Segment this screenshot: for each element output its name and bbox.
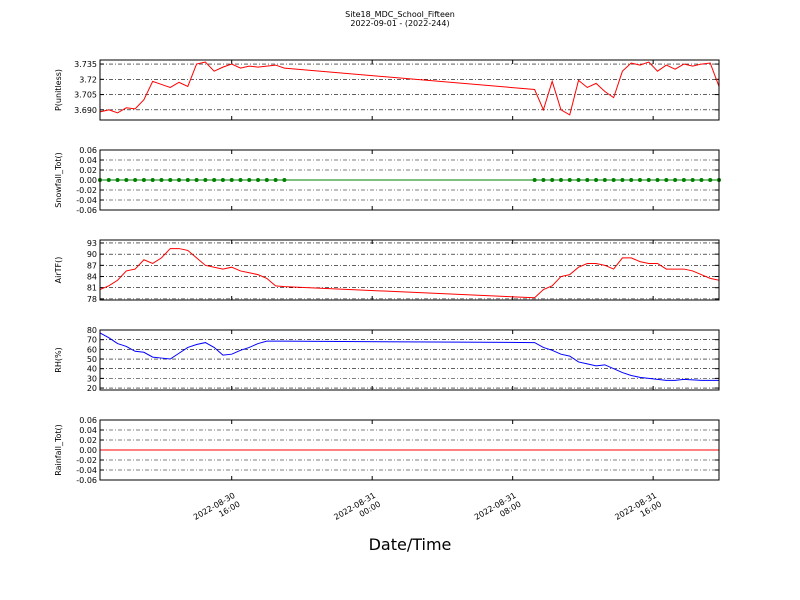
data-point [141, 178, 146, 182]
data-point [168, 178, 173, 182]
x-tick-label: 2022-08-3016:00 [192, 491, 242, 531]
data-point [611, 178, 616, 182]
data-point [150, 178, 155, 182]
y-axis-label: Snowfall_Tot() [54, 152, 63, 208]
data-point [637, 178, 642, 182]
y-tick-label: 93 [87, 239, 97, 248]
y-tick-label: 3.735 [74, 60, 97, 69]
y-tick-label: -0.06 [76, 206, 97, 215]
data-point [681, 178, 686, 182]
y-tick-label: 3.72 [79, 75, 97, 84]
data-point [541, 178, 546, 182]
y-tick-label: -0.04 [76, 466, 97, 475]
data-line [99, 248, 720, 299]
y-tick-label: 0.04 [79, 156, 97, 165]
data-point [567, 178, 572, 182]
y-tick-label: -0.06 [76, 476, 97, 485]
data-point [646, 178, 651, 182]
y-tick-label: 84 [87, 273, 97, 282]
data-point [273, 178, 278, 182]
y-tick-label: 81 [87, 284, 97, 293]
data-point [264, 178, 269, 182]
y-tick-label: 0.04 [79, 426, 97, 435]
data-line [99, 61, 720, 116]
data-point [576, 178, 581, 182]
data-point [602, 178, 607, 182]
data-point [203, 178, 208, 182]
plot-frame [99, 149, 720, 211]
data-point [177, 178, 182, 182]
data-line [99, 332, 719, 381]
x-axis-label: Date/Time [369, 535, 452, 554]
data-point [673, 178, 678, 182]
data-point [708, 178, 713, 182]
y-tick-label: 20 [87, 384, 97, 393]
data-point [238, 178, 243, 182]
y-tick-label: 70 [87, 336, 97, 345]
x-tick-label: 2022-08-3116:00 [613, 491, 663, 531]
y-tick-label: 0.02 [79, 436, 97, 445]
data-point [229, 178, 234, 182]
y-tick-label: 87 [87, 261, 97, 270]
data-point [220, 178, 225, 182]
chart-title: Site18_MDC_School_Fifteen [345, 10, 455, 19]
plot-frame [99, 239, 720, 301]
y-tick-label: 0.02 [79, 166, 97, 175]
data-point [282, 178, 287, 182]
y-tick-label: -0.04 [76, 196, 97, 205]
data-point [256, 178, 261, 182]
y-tick-label: 78 [87, 295, 97, 304]
y-tick-label: 0.00 [79, 176, 97, 185]
data-point [655, 178, 660, 182]
plot-frame [99, 329, 720, 391]
y-tick-label: 80 [87, 326, 97, 335]
y-tick-label: 3.690 [74, 106, 97, 115]
data-point [558, 178, 563, 182]
data-point [124, 178, 129, 182]
y-tick-label: 0.06 [79, 416, 97, 425]
y-axis-label: P(unitless) [54, 69, 63, 111]
data-point [159, 178, 164, 182]
data-point [185, 178, 190, 182]
data-point [106, 178, 111, 182]
chart-subtitle: 2022-09-01 - (2022-244) [350, 19, 449, 28]
data-point [594, 178, 599, 182]
y-tick-label: 60 [87, 345, 97, 354]
y-tick-label: 0.00 [79, 446, 97, 455]
data-point [532, 178, 537, 182]
data-point [699, 178, 704, 182]
y-axis-label: AirTF() [54, 257, 63, 284]
data-point [664, 178, 669, 182]
data-point [690, 178, 695, 182]
x-tick-label: 2022-08-3108:00 [473, 491, 523, 531]
data-point [585, 178, 590, 182]
data-point [620, 178, 625, 182]
y-tick-label: 30 [87, 374, 97, 383]
data-point [115, 178, 120, 182]
plot-frame [99, 59, 720, 121]
data-point [550, 178, 555, 182]
data-point [133, 178, 138, 182]
x-tick-label: 2022-08-3100:00 [332, 491, 382, 531]
y-tick-label: -0.02 [76, 186, 97, 195]
data-point [629, 178, 634, 182]
data-point [212, 178, 217, 182]
y-tick-label: 40 [87, 365, 97, 374]
y-tick-label: 90 [87, 250, 97, 259]
y-tick-label: 50 [87, 355, 97, 364]
y-tick-label: 0.06 [79, 146, 97, 155]
y-axis-label: RH(%) [54, 347, 63, 372]
y-tick-label: -0.02 [76, 456, 97, 465]
data-point [247, 178, 252, 182]
y-axis-label: Rainfall_Tot() [54, 424, 63, 476]
data-point [194, 178, 199, 182]
plot-frame [99, 419, 720, 481]
y-tick-label: 3.705 [74, 91, 97, 100]
